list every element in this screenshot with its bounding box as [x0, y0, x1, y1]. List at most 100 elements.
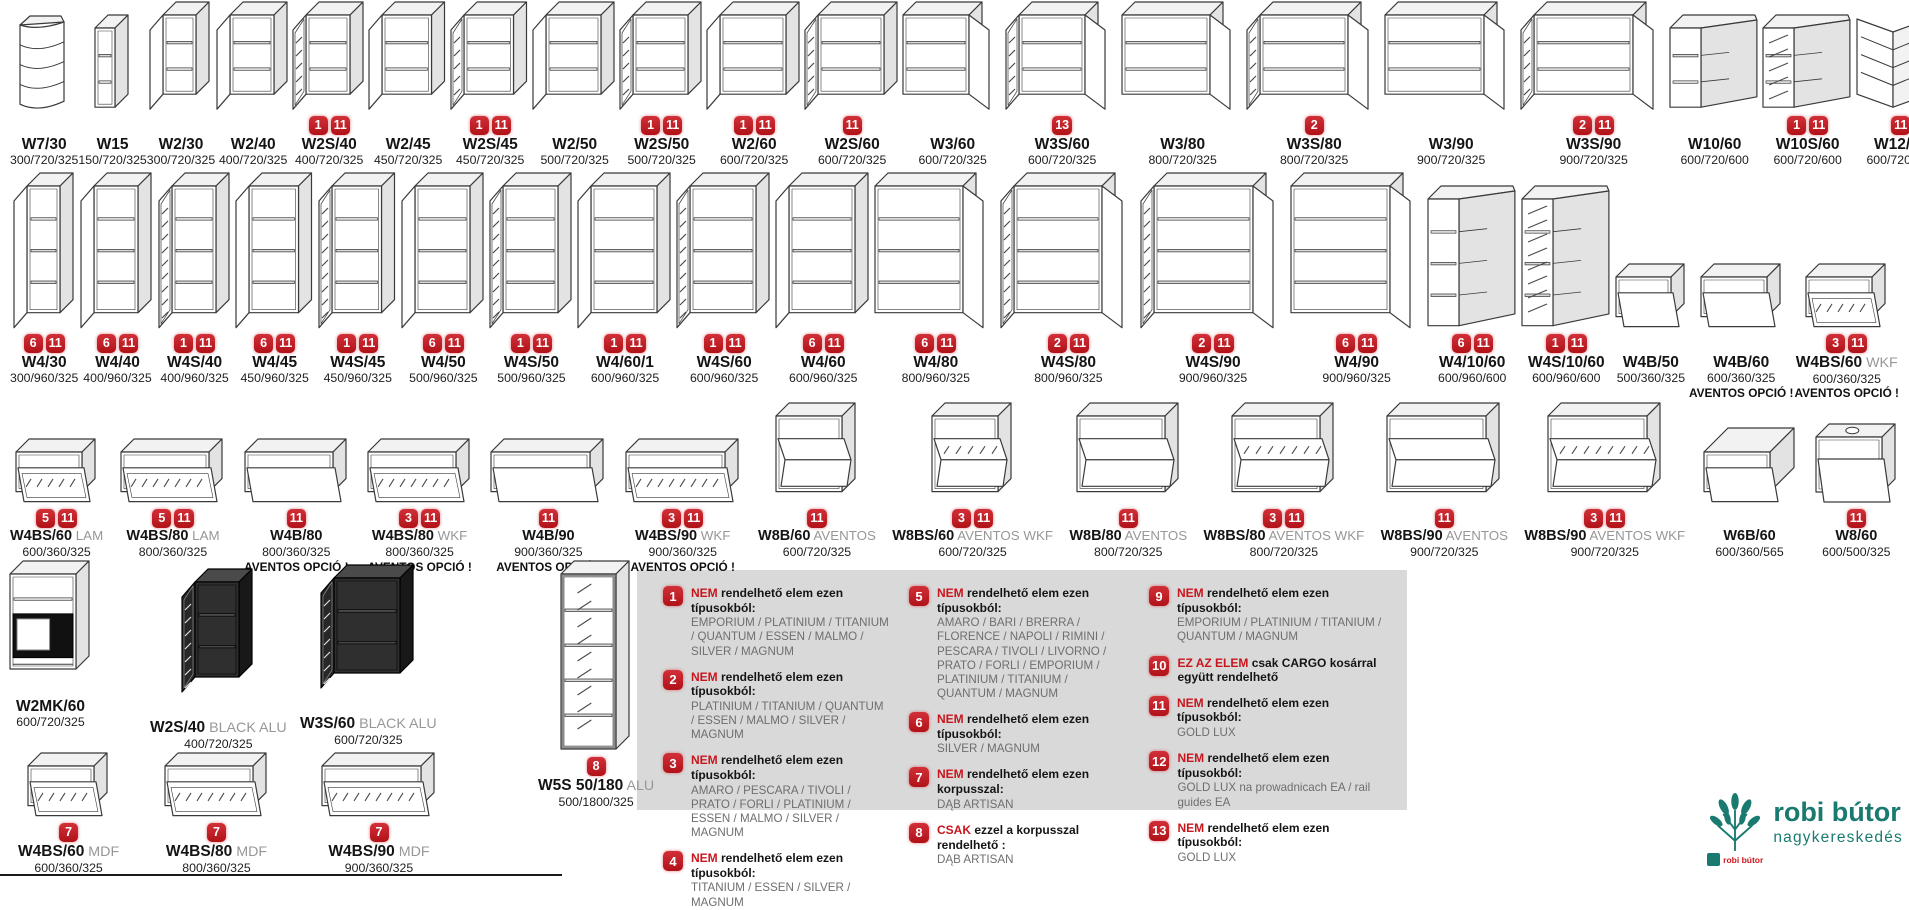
- badge-row: 3 11: [399, 507, 441, 529]
- badge-row: 3 11: [662, 507, 704, 529]
- legend-lead: NEM: [691, 851, 718, 866]
- cabinet-label: W3S/60: [1034, 136, 1090, 153]
- cabinet-suffix: AVENTOS: [1442, 528, 1509, 543]
- legend-head: csak CARGO kosárral együtt rendelhető: [1177, 655, 1377, 685]
- badge-row: 1 11: [733, 114, 775, 136]
- badge-row: 1 11: [703, 332, 745, 354]
- cabinet-dimensions: 900/720/325: [1410, 544, 1479, 559]
- cabinet-label: W4B/90: [522, 528, 575, 544]
- restriction-badge-11: 11: [684, 508, 704, 528]
- cabinet-w4s-50: 1 11 W4S/50 500/960/325: [488, 172, 575, 386]
- cabinet-w3s-80: 2 W3S/80 800/720/325: [1245, 1, 1383, 168]
- cabinet-label: W4/40: [95, 354, 140, 371]
- cabinet-dimensions: 500/1800/325: [558, 794, 634, 809]
- legend-head: rendelhető elem ezen típusokból:: [1177, 695, 1330, 725]
- tree-icon: [1710, 792, 1761, 852]
- cabinet-dimensions: 900/360/325: [344, 860, 414, 875]
- badge-row: 11: [807, 507, 827, 529]
- cabinet-graphic: [317, 172, 399, 332]
- restriction-badge-1: 1: [1787, 115, 1807, 135]
- restriction-badge-11: 11: [1848, 333, 1868, 353]
- legend-head: rendelhető elem ezen típusokból:: [691, 669, 844, 699]
- cabinet-graphic: [1289, 172, 1425, 332]
- restriction-badge-6: 6: [23, 333, 43, 353]
- cabinet-w4-10-60: 6 11 W4/10/60 600/960/600: [1426, 172, 1519, 386]
- cabinet-graphic: [157, 172, 233, 332]
- cabinet-dimensions: 400/960/325: [83, 371, 152, 386]
- cabinet-suffix: LAM: [72, 528, 104, 543]
- cabinet-dimensions: 800/960/325: [901, 371, 971, 386]
- restriction-badge-11: 11: [1891, 115, 1909, 135]
- restriction-badge-11: 11: [45, 333, 65, 353]
- restriction-badge-3: 3: [1584, 508, 1604, 528]
- restriction-badge-7: 7: [207, 822, 226, 842]
- restriction-badge-6: 6: [1451, 333, 1471, 353]
- cabinet-dimensions: 900/720/325: [1416, 153, 1486, 168]
- cabinet-graphic: [366, 402, 473, 507]
- restriction-badge-11: 11: [1118, 508, 1138, 528]
- legend-note-6: 6 NEM rendelhető elem ezen típusokból: SIL…: [909, 712, 1129, 756]
- cabinet-label: W8BS/60 AVENTOS WKF: [892, 528, 1053, 544]
- cabinet-w4bs-80: 3 11 W4BS/80 WKF 800/360/325 AVENTOS OPCIÓ !: [366, 402, 473, 574]
- restriction-badge-1: 1: [733, 115, 753, 135]
- restriction-badge-11: 11: [286, 508, 306, 528]
- cabinet-w4bs-60: 3 11 W4BS/60 WKF 600/360/325 AVENTOS OPCIÓ !: [1795, 172, 1899, 401]
- wall-cabinets-row-2: 6 11 W4/30 300/960/325 6 11 W4/40 400/960/325 1 1…: [0, 172, 1909, 401]
- restriction-badge-11: 11: [118, 333, 139, 353]
- cabinet-label: W3S/60 BLACK ALU: [300, 715, 437, 732]
- cabinet-label: W8BS/80 AVENTOS WKF: [1203, 528, 1365, 544]
- cabinet-graphic: [1426, 172, 1519, 332]
- cabinet-graphic: [1139, 172, 1288, 332]
- cabinet-graphic: [163, 752, 270, 821]
- cabinet-graphic: [400, 172, 487, 332]
- restriction-badge-11: 11: [973, 508, 994, 528]
- cabinet-w4-80: 6 11 W4/80 800/960/325: [873, 172, 998, 386]
- cabinet-w8b-60: 11 W8B/60 AVENTOS 600/720/325: [758, 402, 876, 560]
- legend-column-2: 5 NEM rendelhető elem ezen típusokból: AMA…: [909, 586, 1129, 866]
- cabinet-graphic: [1761, 2, 1854, 114]
- cabinet-w2s-50: 1 11 W2S/50 500/720/325: [618, 1, 705, 168]
- cabinet-graphic: [12, 172, 77, 332]
- cabinet-w8b-80: 11 W8B/80 AVENTOS 800/720/325: [1069, 402, 1187, 560]
- cabinet-dimensions: 800/720/325: [1148, 153, 1217, 168]
- cabinet-graphic: [930, 402, 1015, 507]
- cabinet-graphic: [234, 172, 316, 332]
- restriction-badge-6: 6: [1336, 333, 1355, 353]
- cabinet-label: W3S/90: [1566, 136, 1622, 153]
- cabinet-label: W2/50: [552, 136, 598, 153]
- cabinet-graphic: [1854, 2, 1909, 114]
- restriction-badge-11: 11: [444, 333, 464, 353]
- cabinet-w2-60: 1 11 W2/60 600/720/325: [705, 1, 803, 168]
- cabinet-w2s-60: 11 W2S/60 600/720/325: [803, 1, 901, 168]
- restriction-badge-11: 11: [1434, 508, 1454, 528]
- cabinet-dimensions: 600/360/565: [1715, 544, 1784, 559]
- cabinet-dimensions: 500/960/325: [497, 371, 566, 386]
- cabinet-graphic: [873, 172, 998, 332]
- badge-row: 6 11: [23, 332, 65, 354]
- cabinet-dimensions: 400/960/325: [160, 371, 229, 386]
- badge-row: 1 11: [173, 332, 216, 354]
- cabinet-label: W8B/80 AVENTOS: [1069, 528, 1188, 544]
- cabinet-graphic: [1520, 172, 1613, 332]
- cabinet-dimensions: 900/960/325: [1178, 371, 1248, 386]
- cabinet-w4s-10-60: 1 11 W4S/10/60 600/960/600: [1520, 172, 1613, 386]
- legend-text: NEM rendelhető elem ezen típusokból: EMPO…: [1177, 586, 1389, 645]
- cabinet-label: W4/45: [252, 354, 298, 371]
- restriction-badge-6: 6: [802, 333, 822, 353]
- legend-note-8: 8 CSAK ezzel a korpusszal rendelhető : DĄB…: [909, 822, 1129, 867]
- legend-body: EMPORIUM / PLATINIUM / TITANIUM / QUANTU…: [691, 616, 889, 658]
- mini-logo: robi bútor: [1707, 853, 1763, 866]
- logo-text-group: robi bútor nagykereskedés: [1773, 797, 1903, 848]
- cabinet-suffix: BLACK ALU: [205, 720, 287, 736]
- restriction-badge-6: 6: [422, 333, 442, 353]
- legend-body: TITANIUM / ESSEN / SILVER / MAGNUM: [691, 881, 851, 909]
- cabinet-graphic: [1699, 172, 1784, 332]
- cabinet-label: W3/90: [1428, 136, 1474, 153]
- aventos-option-note: AVENTOS OPCIÓ !: [1794, 386, 1899, 401]
- restriction-badge-1: 1: [703, 333, 723, 353]
- cabinet-w10-60: W10/60 600/720/600: [1668, 2, 1761, 168]
- restriction-badge-11: 11: [491, 115, 511, 135]
- restriction-badge-6: 6: [96, 333, 116, 353]
- cabinet-w4s-60: 1 11 W4S/60 600/960/325: [675, 172, 773, 386]
- restriction-badge-11: 11: [824, 333, 844, 353]
